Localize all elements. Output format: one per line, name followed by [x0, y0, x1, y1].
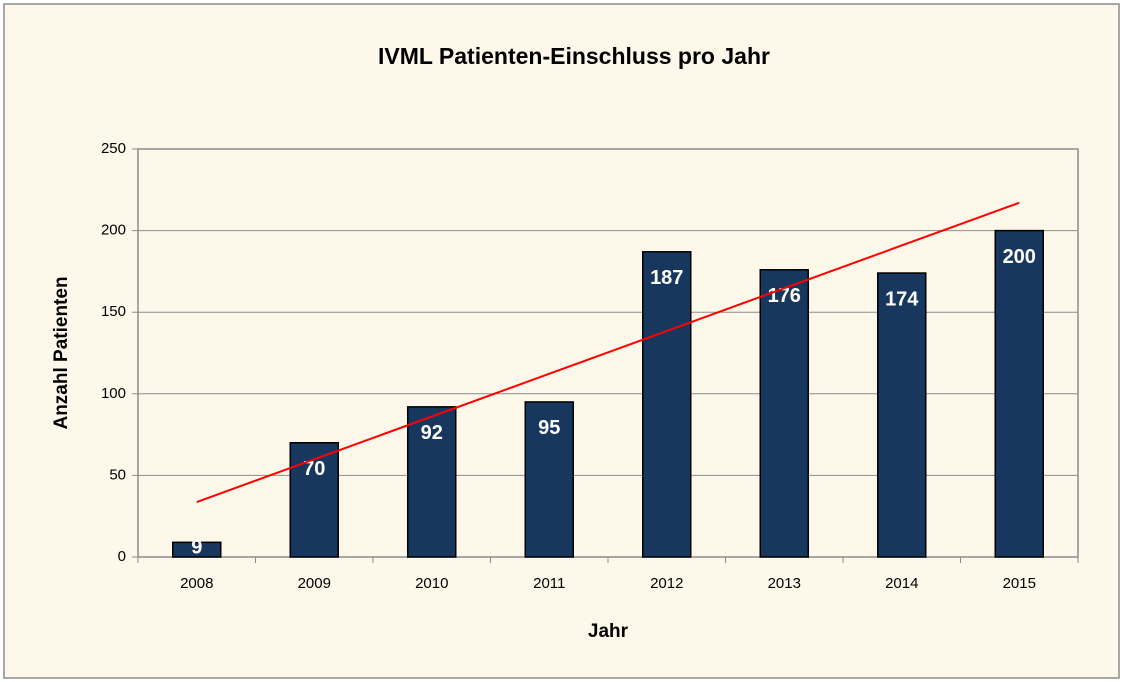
- x-tick-label: 2015: [1003, 575, 1036, 592]
- data-label: 92: [421, 422, 443, 444]
- x-tick-label: 2011: [533, 575, 565, 592]
- data-label: 174: [885, 288, 919, 310]
- data-label: 200: [1003, 246, 1036, 268]
- data-label: 187: [650, 267, 683, 289]
- y-axis-label: Anzahl Patienten: [51, 276, 72, 429]
- x-tick-label: 2010: [415, 575, 448, 592]
- bar: [642, 251, 692, 558]
- chart-title: IVML Patienten-Einschluss pro Jahr: [378, 43, 770, 69]
- bar: [407, 406, 457, 558]
- x-tick-label: 2008: [180, 575, 213, 592]
- data-label: 9: [191, 536, 202, 558]
- chart-background: [3, 3, 1120, 679]
- y-tick-label: 250: [101, 140, 126, 157]
- y-tick-label: 100: [101, 385, 126, 402]
- y-tick-label: 0: [118, 548, 126, 565]
- bar: [877, 272, 927, 558]
- x-tick-label: 2013: [768, 575, 801, 592]
- trendline: [196, 201, 1020, 503]
- data-label: 95: [538, 417, 560, 439]
- x-tick-label: 2014: [885, 575, 918, 592]
- bar: [759, 269, 809, 558]
- y-tick-label: 50: [109, 466, 126, 483]
- y-tick-label: 200: [101, 222, 126, 239]
- bar: [289, 442, 339, 558]
- bar: [172, 541, 222, 558]
- y-tick-label: 150: [101, 303, 126, 320]
- data-label: 70: [303, 458, 325, 480]
- x-tick-label: 2009: [298, 575, 331, 592]
- x-tick-label: 2012: [650, 575, 683, 592]
- bar: [994, 229, 1044, 558]
- x-axis-label: Jahr: [588, 621, 629, 642]
- bar: [524, 401, 574, 558]
